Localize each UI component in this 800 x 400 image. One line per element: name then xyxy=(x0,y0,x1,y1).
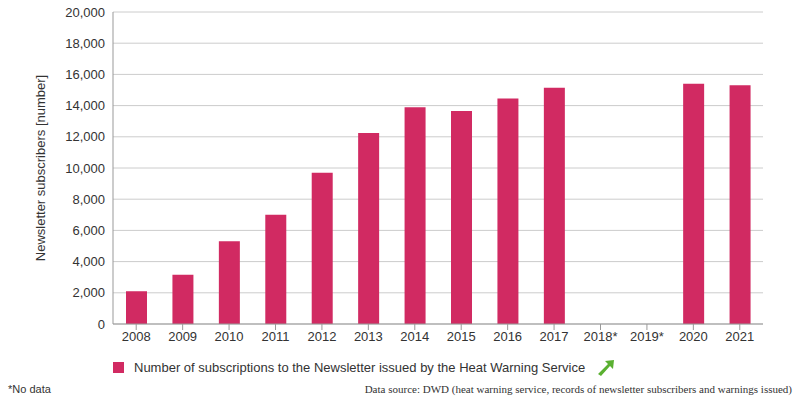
svg-text:16,000: 16,000 xyxy=(65,67,105,82)
svg-text:2020: 2020 xyxy=(679,329,708,344)
svg-text:2013: 2013 xyxy=(354,329,383,344)
svg-text:6,000: 6,000 xyxy=(72,223,105,238)
svg-text:12,000: 12,000 xyxy=(65,129,105,144)
svg-text:2018*: 2018* xyxy=(584,329,618,344)
svg-text:20,000: 20,000 xyxy=(65,5,105,20)
html-text:Data source: DWD (heat warning: Data source: DWD (heat warning service, … xyxy=(364,383,792,395)
svg-text:2014: 2014 xyxy=(400,329,429,344)
svg-text:2019*: 2019* xyxy=(630,329,664,344)
svg-text:2010: 2010 xyxy=(215,329,244,344)
svg-text:14,000: 14,000 xyxy=(65,98,105,113)
svg-text:10,000: 10,000 xyxy=(65,161,105,176)
svg-text:2017: 2017 xyxy=(540,329,569,344)
svg-text:2009: 2009 xyxy=(168,329,197,344)
svg-text:2016: 2016 xyxy=(493,329,522,344)
svg-text:2012: 2012 xyxy=(307,329,336,344)
svg-text:2015: 2015 xyxy=(447,329,476,344)
svg-text:Newsletter subscribers [number: Newsletter subscribers [number] xyxy=(33,75,48,261)
svg-text:2,000: 2,000 xyxy=(72,285,105,300)
svg-text:2021: 2021 xyxy=(725,329,754,344)
html-text:Number of subscriptions to the: Number of subscriptions to the Newslette… xyxy=(134,359,586,375)
svg-text:8,000: 8,000 xyxy=(72,192,105,207)
svg-text:2008: 2008 xyxy=(122,329,151,344)
svg-text:4,000: 4,000 xyxy=(72,254,105,269)
html-text:*No data: *No data xyxy=(8,383,51,395)
svg-text:2011: 2011 xyxy=(262,329,290,344)
svg-text:0: 0 xyxy=(98,317,105,332)
svg-text:18,000: 18,000 xyxy=(65,36,105,51)
